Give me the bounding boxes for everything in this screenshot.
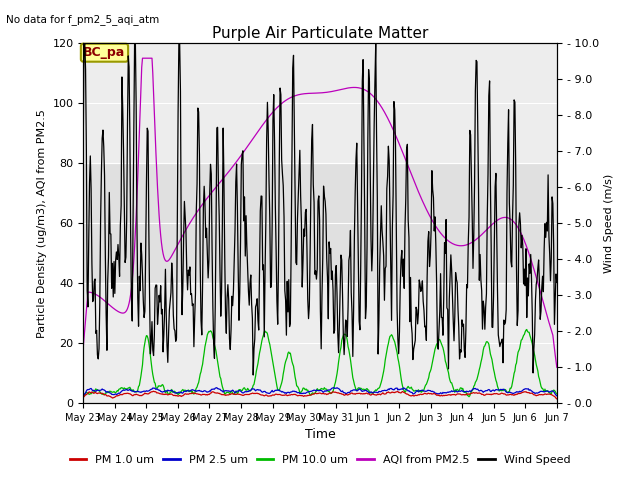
Y-axis label: Particle Density (ug/m3), AQI from PM2.5: Particle Density (ug/m3), AQI from PM2.5 xyxy=(36,109,47,337)
Title: Purple Air Particulate Matter: Purple Air Particulate Matter xyxy=(212,25,428,41)
Bar xyxy=(83,43,557,163)
Text: No data for f_pm2_5_aqi_atm: No data for f_pm2_5_aqi_atm xyxy=(6,14,159,25)
X-axis label: Time: Time xyxy=(305,429,335,442)
Y-axis label: Wind Speed (m/s): Wind Speed (m/s) xyxy=(604,174,614,273)
Legend: PM 1.0 um, PM 2.5 um, PM 10.0 um, AQI from PM2.5, Wind Speed: PM 1.0 um, PM 2.5 um, PM 10.0 um, AQI fr… xyxy=(65,451,575,469)
Bar xyxy=(83,283,557,403)
Text: BC_pa: BC_pa xyxy=(83,46,125,59)
